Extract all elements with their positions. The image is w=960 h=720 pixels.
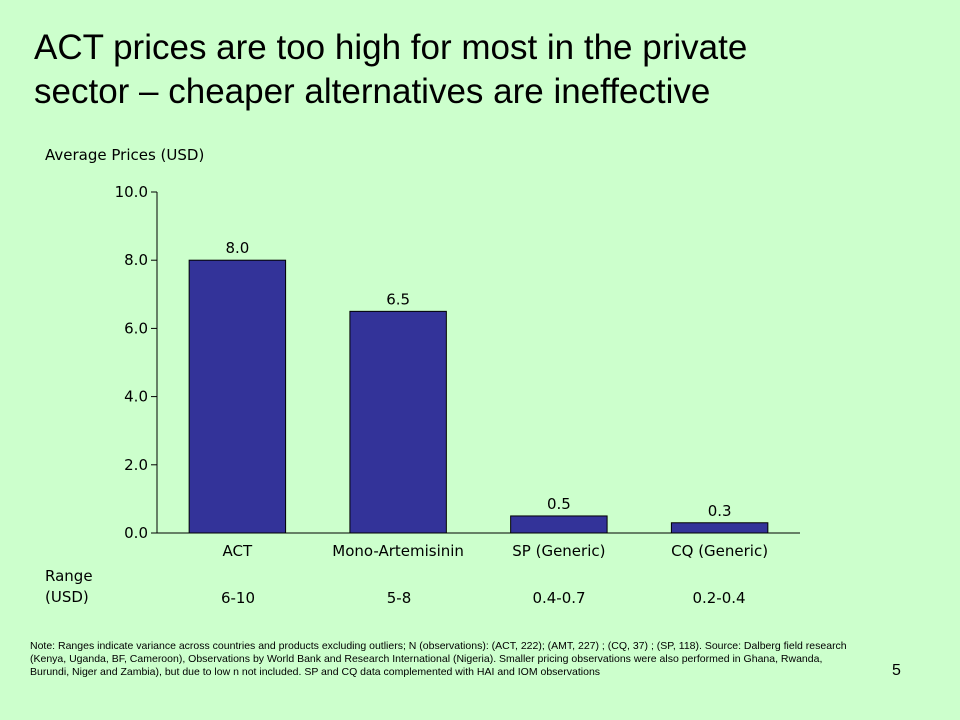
data-label: 8.0 <box>225 239 249 257</box>
data-label: 0.5 <box>547 495 571 513</box>
range-label: Range (USD) <box>45 566 93 608</box>
bar <box>670 522 769 534</box>
y-tick-label: 6.0 <box>124 319 148 337</box>
category-label: CQ (Generic) <box>671 542 768 560</box>
y-tick-label: 0.0 <box>124 524 148 542</box>
title-line-2: sector – cheaper alternatives are ineffe… <box>34 72 711 111</box>
range-label-line2: (USD) <box>45 588 89 606</box>
range-value-cq: 0.2-0.4 <box>692 589 746 607</box>
range-value-act: 6-10 <box>220 589 256 607</box>
bar <box>188 259 287 534</box>
range-value-mono-artemisinin: 5-8 <box>386 589 412 607</box>
range-value-sp: 0.4-0.7 <box>532 589 586 607</box>
title-line-1: ACT prices are too high for most in the … <box>34 28 748 67</box>
category-label: ACT <box>223 542 253 560</box>
page-number: 5 <box>892 662 901 679</box>
footnote: Note: Ranges indicate variance across co… <box>30 640 847 678</box>
y-tick-label: 2.0 <box>124 456 148 474</box>
category-label: Mono-Artemisinin <box>332 542 464 560</box>
y-tick-label: 10.0 <box>115 183 148 201</box>
data-label: 6.5 <box>386 290 410 308</box>
y-axis-label: Average Prices (USD) <box>45 146 205 164</box>
slide-title: ACT prices are too high for most in the … <box>34 26 934 114</box>
data-label: 0.3 <box>708 502 732 520</box>
bar <box>510 515 608 534</box>
y-tick-label: 4.0 <box>124 388 148 406</box>
category-label: SP (Generic) <box>512 542 605 560</box>
range-label-line1: Range <box>45 567 93 585</box>
y-tick-label: 8.0 <box>124 251 148 269</box>
bar <box>349 310 447 534</box>
